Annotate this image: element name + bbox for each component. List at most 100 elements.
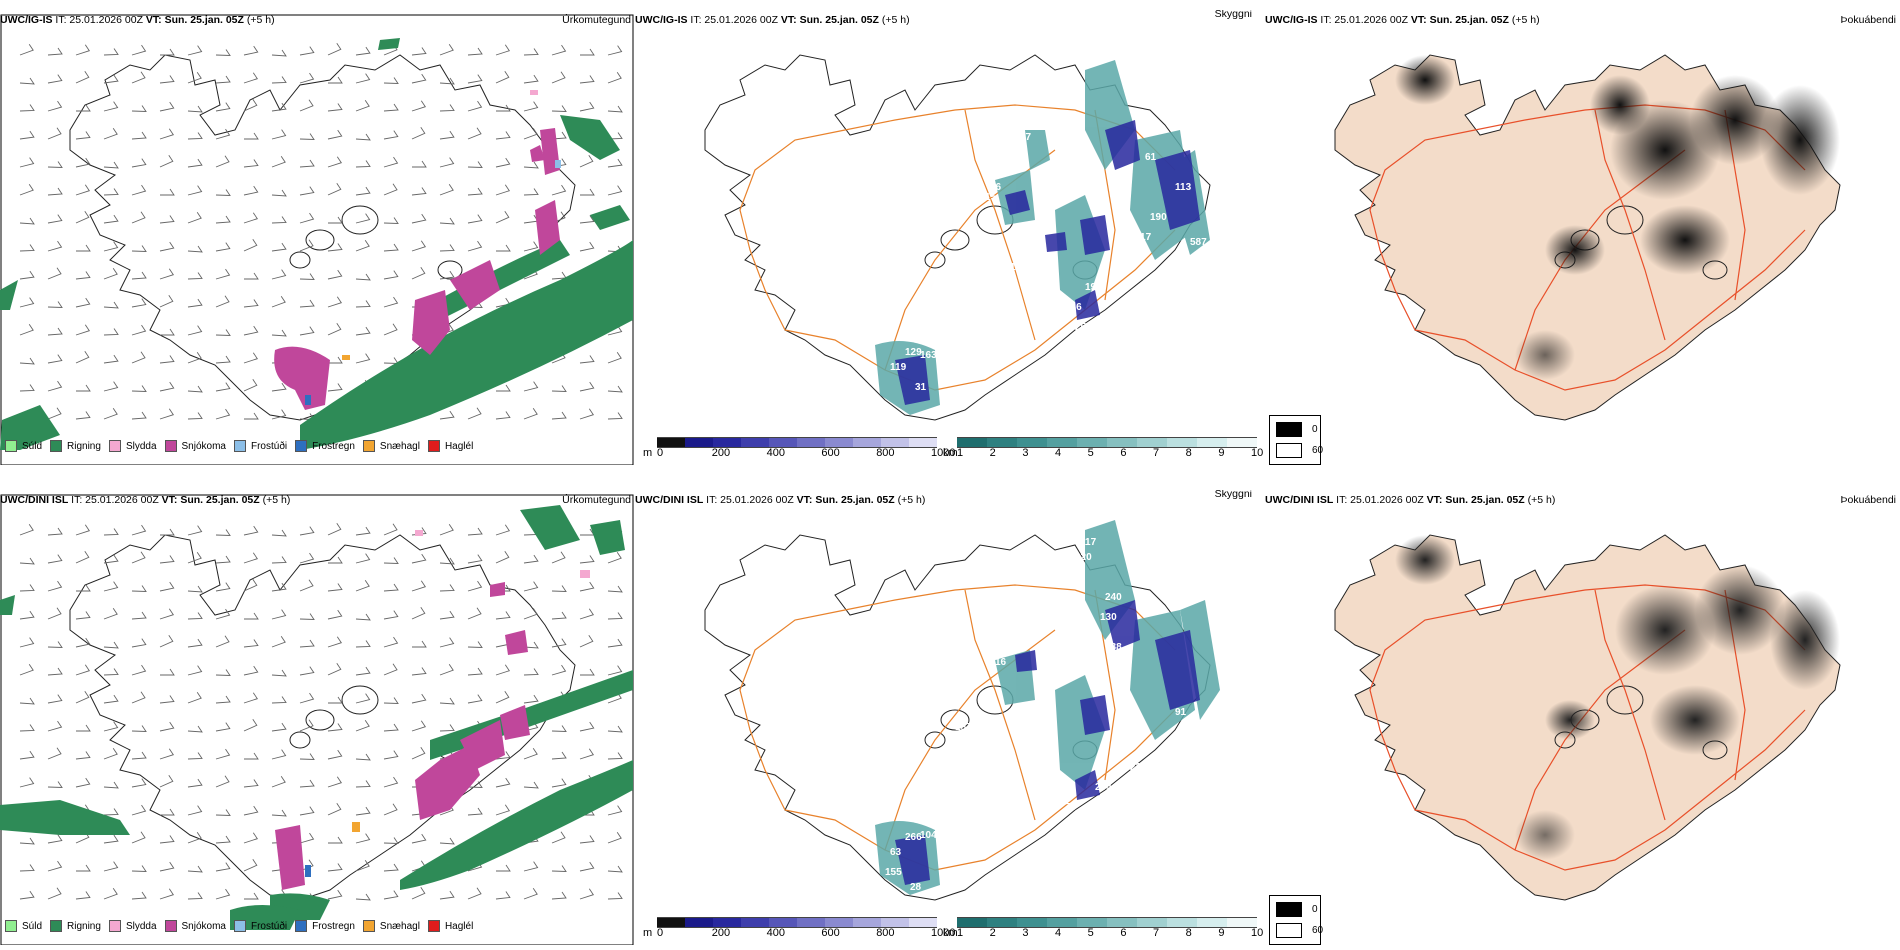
- colorbar-segment: [1227, 437, 1257, 448]
- shading: [1395, 535, 1840, 860]
- wind-barb: [467, 641, 483, 648]
- legend-swatch: [164, 440, 177, 452]
- wind-barb: [523, 694, 539, 704]
- wind-barb: [467, 407, 482, 420]
- wind-barb: [439, 130, 455, 140]
- wind-barb: [47, 580, 63, 592]
- wind-barb: [551, 551, 566, 564]
- wind-barb: [47, 860, 63, 872]
- wind-barb: [187, 585, 203, 593]
- wind-barb: [551, 585, 567, 592]
- wind-barb: [243, 325, 259, 336]
- cloud-base-value: 31: [915, 382, 927, 393]
- cloud-base-value: 262: [1045, 162, 1062, 173]
- wind-barb: [76, 584, 91, 592]
- colorbar-segment: [1137, 917, 1167, 928]
- visibility-colorbar: km 1 2 3 4 5 6 7 8 9 10: [943, 437, 1265, 459]
- valid-time: VT: Sun. 25.jan. 05Z: [1426, 494, 1525, 506]
- wind-barb: [19, 217, 35, 225]
- snow-areas: [274, 128, 560, 410]
- colorbar-tick: 1: [957, 447, 964, 459]
- glacier-outline: [940, 709, 970, 731]
- wind-barb: [131, 664, 147, 676]
- wind-barb: [271, 696, 287, 704]
- wind-barb: [523, 581, 539, 592]
- wind-barb: [467, 161, 483, 168]
- precip-map: [0, 494, 634, 945]
- wind-barb: [159, 268, 175, 280]
- wind-barb: [75, 524, 91, 536]
- wind-barb: [159, 381, 175, 392]
- wind-barb: [243, 45, 259, 56]
- wind-barb: [215, 669, 231, 676]
- wind-barb: [19, 357, 35, 365]
- wind-barb: [299, 719, 314, 732]
- legend-item: Rigning: [50, 920, 101, 932]
- wind-barb: [579, 215, 595, 224]
- wind-barb: [75, 131, 91, 140]
- legend-swatch: [427, 920, 440, 932]
- wind-barb: [271, 809, 287, 817]
- lead-time: (+5 h): [894, 494, 926, 506]
- wind-barb: [187, 272, 203, 280]
- wind-barb: [495, 777, 511, 788]
- colorbar-segment: [685, 917, 713, 928]
- wind-barb: [243, 805, 259, 816]
- glacier-outline: [341, 685, 379, 715]
- wind-barb: [299, 326, 315, 336]
- sun-map: [1334, 54, 1841, 421]
- wind-barb: [103, 554, 119, 564]
- wind-barb: [187, 725, 203, 733]
- wind-barb: [327, 103, 343, 112]
- wind-barb: [551, 725, 567, 732]
- wind-barb: [551, 751, 567, 760]
- cloud-base-value: 28: [910, 882, 922, 893]
- wind-barb: [299, 859, 314, 872]
- wind-barb: [495, 664, 511, 676]
- wind-barb: [187, 412, 203, 420]
- wind-barb: [215, 748, 231, 760]
- wind-barb: [355, 553, 371, 564]
- wind-barb: [271, 382, 287, 392]
- road: [739, 584, 1176, 811]
- colorbar-segment: [1047, 917, 1077, 928]
- wind-barb: [383, 323, 398, 336]
- wind-barb: [159, 241, 175, 252]
- wind-barb: [19, 557, 35, 565]
- cloud-base-value: 193: [1085, 282, 1102, 293]
- wind-barb: [467, 47, 483, 56]
- wind-barb: [355, 526, 371, 536]
- colorbar-segment: [1047, 437, 1077, 448]
- wind-barb: [580, 188, 595, 196]
- wind-barb: [215, 695, 231, 704]
- cloud-base-value: 60: [1005, 122, 1017, 133]
- wind-barb: [523, 127, 538, 140]
- colorbar-segment: [741, 437, 769, 448]
- wind-barb: [159, 775, 174, 788]
- wind-barb: [299, 72, 315, 84]
- wind-barb: [19, 130, 35, 140]
- legend-label: Snæhagl: [379, 440, 420, 452]
- wind-barb: [19, 523, 34, 536]
- glacier-outline: [437, 260, 463, 280]
- wind-barb: [495, 891, 511, 900]
- wind-barb: [75, 664, 91, 676]
- legend-label: Snjókoma: [181, 440, 226, 452]
- wind-barb: [215, 862, 231, 872]
- wind-barb: [467, 580, 483, 592]
- wind-barb: [327, 156, 343, 168]
- cloud-base-value: 163: [920, 350, 937, 361]
- wind-barb: [580, 668, 595, 676]
- wind-barb: [299, 552, 315, 564]
- wind-barb: [47, 607, 62, 620]
- wind-barb: [243, 579, 258, 592]
- wind-barb: [327, 889, 343, 900]
- wind-barb: [19, 297, 35, 308]
- wind-barb: [19, 663, 34, 676]
- wind-barb: [187, 831, 202, 844]
- cloud-base-value: 28: [1015, 152, 1027, 163]
- cloud-base-value: 119: [890, 362, 907, 373]
- wind-barb: [439, 837, 455, 845]
- wind-barb: [47, 667, 63, 676]
